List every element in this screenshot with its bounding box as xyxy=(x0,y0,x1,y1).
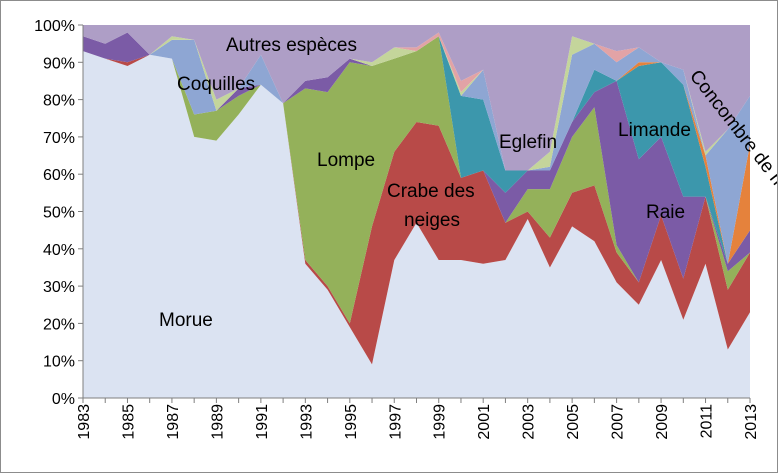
x-tick-label: 1987 xyxy=(165,404,182,440)
x-tick-label: 1997 xyxy=(387,404,404,440)
y-tick-label: 0% xyxy=(52,391,75,408)
area-eglefin xyxy=(83,32,750,264)
label-limande: Limande xyxy=(618,120,691,141)
y-tick-label: 20% xyxy=(43,316,75,333)
label-autres-especes: Autres espèces xyxy=(226,35,357,56)
x-tick-label: 2007 xyxy=(610,404,627,440)
area-morue xyxy=(83,51,750,398)
x-tick-group: 1983 1985 1987 1989 1991 1993 1995 1997 1999 2001… xyxy=(76,398,760,440)
y-tick-label: 70% xyxy=(43,130,75,147)
area-coquilles xyxy=(83,32,750,171)
x-tick-label: 2003 xyxy=(521,404,538,440)
y-tick-label: 40% xyxy=(43,242,75,259)
x-tick-label: 1993 xyxy=(298,404,315,440)
x-tick-label: 1983 xyxy=(76,404,93,440)
y-tick-label: 30% xyxy=(43,279,75,296)
label-crabe-line2: neiges xyxy=(404,210,460,231)
x-tick-label: 2013 xyxy=(743,404,760,440)
y-tick-group: 0% 10% 20% 30% 40% 50% 60% 70% 80% 90% 100% xyxy=(34,18,83,408)
area-autres-especes xyxy=(83,25,750,171)
x-tick-label: 2005 xyxy=(565,404,582,440)
area-raie xyxy=(83,32,750,283)
y-tick-label: 100% xyxy=(34,18,75,35)
x-tick-label: 2001 xyxy=(476,404,493,440)
x-tick-label: 1985 xyxy=(120,404,137,440)
label-coquilles: Coquilles xyxy=(177,74,255,95)
x-tick-label: 2009 xyxy=(654,404,671,440)
label-eglefin: Eglefin xyxy=(499,132,557,153)
y-tick-label: 80% xyxy=(43,93,75,110)
x-tick-label: 1989 xyxy=(209,404,226,440)
label-crabe-line1: Crabe des xyxy=(387,181,475,202)
area-series-group xyxy=(83,25,750,398)
y-tick-label: 50% xyxy=(43,205,75,222)
area-crabe-des-neiges xyxy=(83,51,750,365)
label-raie: Raie xyxy=(646,202,685,223)
area-lompe xyxy=(83,36,750,324)
x-tick-label: 1991 xyxy=(254,404,271,440)
y-tick-label: 10% xyxy=(43,354,75,371)
x-tick-label: 1995 xyxy=(343,404,360,440)
label-lompe: Lompe xyxy=(317,150,375,171)
y-tick-label: 60% xyxy=(43,167,75,184)
x-tick-label: 2011 xyxy=(699,404,716,439)
x-tick-label: 1999 xyxy=(432,404,449,440)
y-tick-label: 90% xyxy=(43,55,75,72)
label-morue: Morue xyxy=(159,310,213,331)
